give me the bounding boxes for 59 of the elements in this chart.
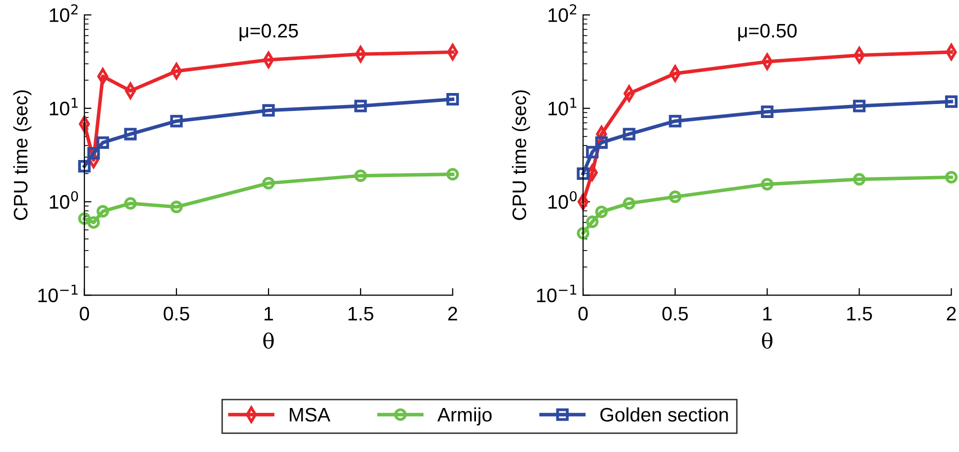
point [78, 212, 91, 225]
point [87, 216, 100, 229]
legend-label: Golden section [600, 407, 728, 422]
point [96, 205, 110, 218]
point [853, 173, 866, 186]
point [354, 169, 367, 182]
point [262, 104, 275, 117]
y-tick-label: 10$^{0}$ [50, 191, 78, 209]
y-tick-label: 10$^{−1}$ [38, 284, 78, 302]
legend-label: Armijo [437, 407, 492, 426]
point [853, 100, 866, 112]
x-tick-label: 0 [80, 306, 90, 321]
x-tick-label: 0 [578, 306, 588, 321]
x-tick-label: 1 [763, 306, 772, 320]
y-axis-title: CPU time (sec) [13, 90, 32, 220]
legend-label: MSA [290, 408, 330, 422]
y-tick-label: 10$^{−1}$ [537, 284, 576, 302]
point [354, 100, 367, 112]
chart-title: μ=0.25 [240, 24, 298, 42]
y-tick-label: 10$^{1}$ [548, 98, 576, 116]
x-axis-title: θ [762, 332, 772, 349]
y-tick-label: 10$^{2}$ [548, 4, 576, 22]
point [586, 216, 599, 228]
point [945, 95, 958, 108]
point [78, 160, 91, 172]
y-tick-label: 10$^{0}$ [548, 191, 577, 209]
point [446, 93, 459, 106]
point [760, 178, 774, 190]
point [945, 170, 958, 184]
point [576, 226, 590, 240]
point [595, 136, 608, 149]
point [170, 114, 183, 128]
y-axis-title: CPU time (sec) [512, 90, 530, 220]
point [170, 200, 183, 214]
x-tick-label: 1 [264, 306, 273, 320]
point [262, 176, 275, 190]
point [668, 114, 682, 128]
point [595, 206, 608, 218]
x-tick-label: 0.5 [662, 306, 688, 321]
point [124, 197, 137, 210]
point [446, 168, 459, 180]
x-tick-label: 1.5 [348, 306, 374, 321]
point [668, 190, 682, 204]
x-axis-title: θ [263, 332, 274, 349]
x-tick-label: 1.5 [847, 306, 872, 321]
point [586, 146, 599, 158]
y-tick-label: 10$^{1}$ [50, 98, 78, 116]
point [622, 128, 636, 140]
x-tick-label: 2 [946, 306, 956, 320]
x-tick-label: 0.5 [164, 306, 190, 321]
point [760, 105, 774, 118]
chart-title: μ=0.50 [738, 24, 797, 42]
point [87, 147, 100, 160]
point [124, 128, 137, 140]
point [96, 136, 110, 149]
point [576, 167, 590, 180]
point [622, 197, 636, 210]
y-tick-label: 10$^{2}$ [50, 4, 78, 22]
x-tick-label: 2 [448, 306, 458, 320]
